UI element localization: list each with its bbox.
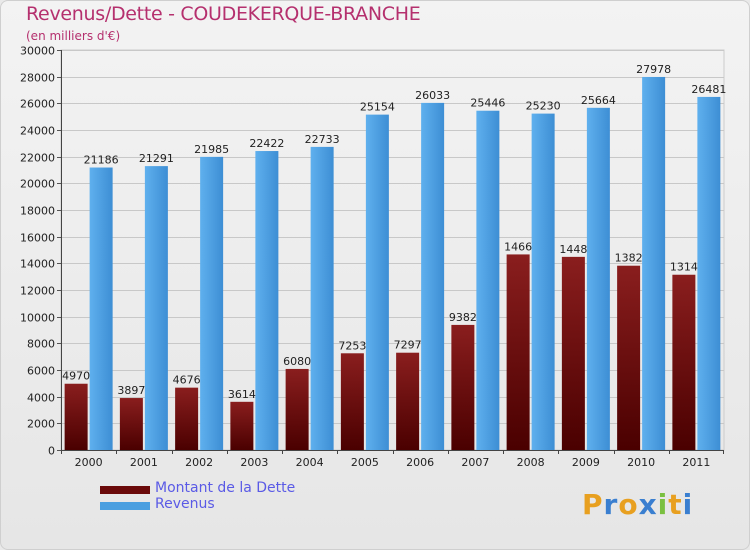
- x-tick-label: 2003: [240, 456, 268, 469]
- data-label-dette: 7253: [338, 339, 366, 352]
- data-label-revenus: 25446: [470, 97, 505, 110]
- bar-revenus: [697, 96, 721, 451]
- y-tick-label: 30000: [20, 45, 55, 58]
- data-label-dette: 1466: [504, 240, 532, 253]
- y-tick-labels: 0 2000 4000 6000 8000 10000 12000 14000 16000 180…: [20, 45, 55, 458]
- x-tick-label: 2000: [75, 456, 103, 469]
- x-tick-label: 2006: [406, 456, 434, 469]
- bar-dette: [285, 368, 309, 450]
- data-label-dette: 7297: [394, 339, 422, 352]
- legend-swatch-revenus: [100, 502, 150, 510]
- proxiti-logo: Proxiti: [582, 488, 693, 521]
- bar-dette: [672, 274, 696, 450]
- data-labels: 4970 21186 3897 21291 4676 21985 3614 22422 6080…: [62, 63, 726, 401]
- bar-dette: [396, 352, 420, 450]
- x-tick-label: 2008: [517, 456, 545, 469]
- bar-revenus: [476, 110, 500, 450]
- bar-revenus: [531, 113, 555, 450]
- bar-revenus: [144, 166, 168, 450]
- bar-revenus: [255, 151, 279, 451]
- y-tick-label: 22000: [20, 152, 55, 165]
- data-label-revenus: 25664: [581, 94, 616, 107]
- logo-letter: t: [668, 488, 683, 521]
- data-label-dette: 1382: [615, 252, 643, 265]
- data-label-dette: 1448: [559, 243, 587, 256]
- bar-dette: [451, 324, 475, 450]
- y-tick-label: 20000: [20, 178, 55, 191]
- data-label-revenus: 22733: [305, 133, 340, 146]
- data-label-revenus: 21985: [194, 143, 229, 156]
- bar-dette: [64, 383, 88, 450]
- data-label-revenus: 26033: [415, 89, 450, 102]
- bar-revenus: [421, 102, 445, 450]
- legend-label-revenus: Revenus: [155, 496, 215, 512]
- bar-revenus: [586, 107, 610, 451]
- logo-letter: i: [682, 488, 694, 521]
- x-tick-label: 2001: [130, 456, 158, 469]
- bar-revenus: [365, 114, 389, 450]
- logo-letter: r: [603, 488, 619, 521]
- bar-dette: [561, 256, 585, 450]
- y-tick-label: 28000: [20, 72, 55, 85]
- bar-dette: [119, 398, 143, 450]
- bar-revenus: [310, 146, 334, 451]
- legend-swatch-dette: [100, 486, 150, 494]
- chart-title: Revenus/Dette - COUDEKERQUE-BRANCHE: [26, 3, 421, 25]
- x-tick-label: 2004: [296, 456, 324, 469]
- x-tick-label: 2002: [185, 456, 213, 469]
- data-label-dette: 3897: [117, 384, 145, 397]
- logo-letter: x: [638, 488, 658, 521]
- bar-revenus: [642, 76, 666, 451]
- data-label-revenus: 22422: [249, 137, 284, 150]
- chart-subtitle: (en milliers d'€): [26, 29, 121, 43]
- y-tick-label: 8000: [27, 338, 55, 351]
- y-tick-label: 2000: [27, 418, 55, 431]
- bar-dette: [617, 265, 641, 450]
- bar-dette: [506, 254, 530, 450]
- x-tick-label: 2010: [627, 456, 655, 469]
- data-label-dette: 4970: [62, 370, 90, 383]
- data-label-revenus: 26481: [691, 83, 726, 96]
- x-tick-label: 2011: [682, 456, 710, 469]
- y-tick-label: 10000: [20, 312, 55, 325]
- x-tick-label: 2007: [461, 456, 489, 469]
- x-tick-label: 2009: [572, 456, 600, 469]
- y-tick-label: 16000: [20, 232, 55, 245]
- legend-label-dette: Montant de la Dette: [155, 480, 296, 496]
- data-label-revenus: 25230: [526, 100, 561, 113]
- x-tick-labels: 2000 2001 2002 2003 2004 2005 2006 2007 2008 2009…: [61, 450, 724, 469]
- logo-letter: P: [582, 488, 604, 521]
- data-label-dette: 3614: [228, 388, 256, 401]
- x-tick-label: 2005: [351, 456, 379, 469]
- data-label-dette: 1314: [670, 261, 698, 274]
- y-tick-label: 26000: [20, 98, 55, 111]
- y-tick-label: 12000: [20, 285, 55, 298]
- y-tick-label: 4000: [27, 392, 55, 405]
- y-tick-label: 24000: [20, 125, 55, 138]
- y-tick-label: 18000: [20, 205, 55, 218]
- data-label-revenus: 27978: [636, 63, 671, 76]
- bar-dette: [230, 401, 254, 450]
- data-label-dette: 9382: [449, 311, 477, 324]
- bar-dette: [340, 353, 364, 450]
- bar-dette: [175, 387, 199, 450]
- bar-revenus: [89, 167, 113, 450]
- y-tick-label: 6000: [27, 365, 55, 378]
- data-label-revenus: 25154: [360, 101, 395, 114]
- bar-revenus: [200, 156, 224, 450]
- gridlines: [57, 49, 725, 451]
- data-label-dette: 4676: [173, 374, 201, 387]
- logo-letter: o: [618, 488, 639, 521]
- data-label-revenus: 21291: [139, 152, 174, 165]
- data-label-dette: 6080: [283, 355, 311, 368]
- y-tick-label: 0: [48, 445, 55, 458]
- logo-letter: i: [657, 488, 669, 521]
- y-tick-label: 14000: [20, 258, 55, 271]
- bars: [64, 76, 721, 451]
- data-label-revenus: 21186: [84, 154, 119, 167]
